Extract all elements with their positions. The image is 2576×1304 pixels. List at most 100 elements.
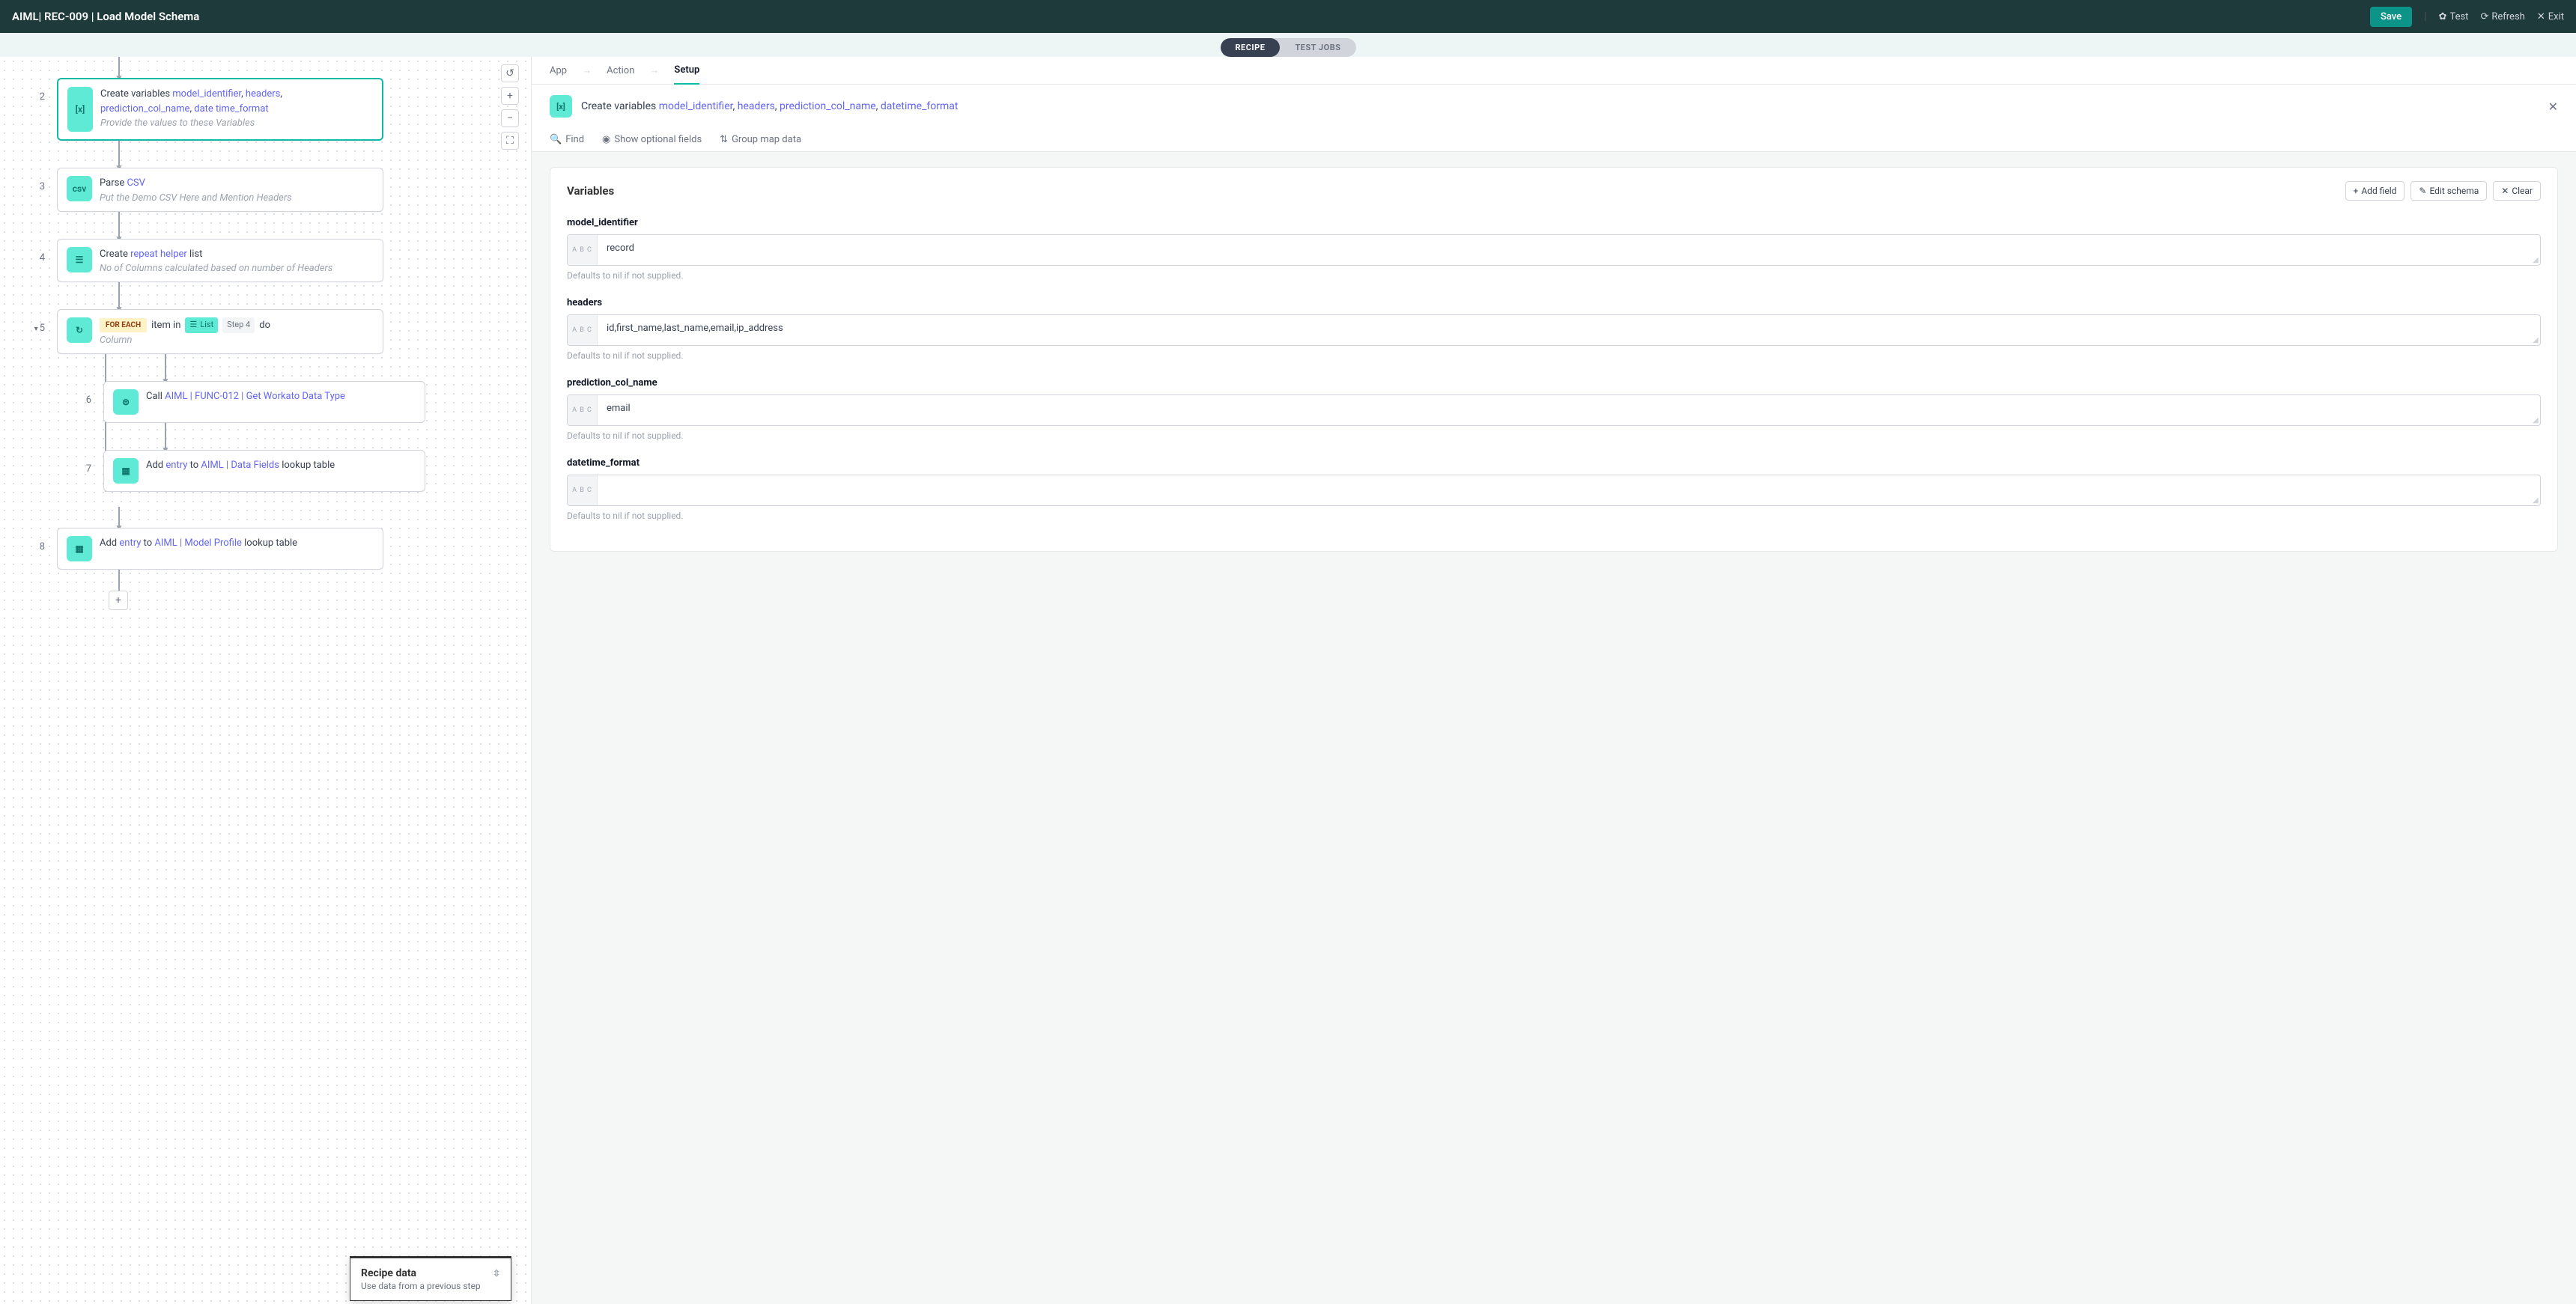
field-hint: Defaults to nil if not supplied. [567, 350, 2541, 361]
csv-icon: csv [67, 176, 92, 201]
search-icon: 🔍 [550, 134, 562, 145]
step-number: 6 [76, 381, 91, 406]
plus-icon: + [2354, 186, 2359, 196]
expand-icon[interactable]: ⇳ [493, 1268, 500, 1279]
step-row-6: 6 ⊜ Call AIML | FUNC-012 | Get Workato D… [76, 381, 501, 423]
breadcrumb-action[interactable]: Action [607, 65, 634, 76]
field-input-wrap: A B C email ◢ [567, 394, 2541, 426]
group-map-button[interactable]: ⇅ Group map data [720, 134, 801, 145]
field-input-wrap: A B C record ◢ [567, 234, 2541, 266]
field-hint: Defaults to nil if not supplied. [567, 430, 2541, 441]
step-card-4[interactable]: ☰ Create repeat helper list No of Column… [57, 239, 383, 283]
field-input[interactable]: record [598, 235, 2540, 265]
summary-text: Create variables model_identifier, heade… [581, 100, 958, 112]
step-ref: Step 4 [222, 317, 255, 333]
step-card-2[interactable]: [x] Create variables model_identifier, h… [57, 78, 383, 141]
step-row-2: 2 [x] Create variables model_identifier,… [30, 78, 501, 141]
type-badge: A B C [568, 315, 598, 345]
page-title: AIML| REC-009 | Load Model Schema [12, 10, 199, 23]
recipe-canvas-panel: ↺ + − ⛶ ▼ 2 [x] Create variables model_i… [0, 57, 531, 1304]
zoom-out-button[interactable]: − [501, 109, 519, 127]
exit-button[interactable]: ✕ Exit [2537, 11, 2564, 22]
pencil-icon: ✎ [2419, 186, 2426, 196]
main-split: ↺ + − ⛶ ▼ 2 [x] Create variables model_i… [0, 57, 2576, 1304]
field-model-identifier: model_identifier A B C record ◢ Defaults… [567, 217, 2541, 281]
step-card-3[interactable]: csv Parse CSV Put the Demo CSV Here and … [57, 168, 383, 212]
clear-button[interactable]: ✕Clear [2493, 181, 2541, 201]
step-row-8: 8 ▦ Add entry to AIML | Model Profile lo… [30, 528, 501, 570]
tab-testjobs[interactable]: TEST JOBS [1280, 38, 1355, 57]
breadcrumb-app[interactable]: App [550, 65, 567, 76]
tab-recipe[interactable]: RECIPE [1221, 38, 1281, 57]
chevron-right-icon: → [649, 64, 659, 76]
breadcrumb: App → Action → Setup [532, 57, 2576, 85]
add-field-button[interactable]: +Add field [2345, 181, 2405, 201]
collapse-icon[interactable]: ▾ [34, 325, 38, 333]
recipe-data-card[interactable]: Recipe data ⇳ Use data from a previous s… [350, 1256, 511, 1301]
breadcrumb-setup[interactable]: Setup [674, 64, 699, 85]
refresh-button[interactable]: ⟳ Refresh [2480, 11, 2524, 22]
show-optional-button[interactable]: ◉ Show optional fields [602, 134, 702, 145]
field-prediction-col-name: prediction_col_name A B C email ◢ Defaul… [567, 377, 2541, 441]
tab-pill: RECIPE TEST JOBS [1221, 38, 1356, 57]
canvas-controls: ↺ + − ⛶ [501, 64, 519, 150]
field-datetime-format: datetime_format A B C ◢ Defaults to nil … [567, 457, 2541, 521]
step-number: 3 [30, 168, 45, 192]
refresh-label: Refresh [2491, 11, 2524, 22]
field-input[interactable]: email [598, 395, 2540, 425]
step-row-5: ▾5 ↻ FOR EACH item in ☰List Step 4 do Co… [30, 309, 501, 354]
close-panel-button[interactable]: ✕ [2548, 100, 2558, 114]
gear-icon: ✿ [2439, 11, 2447, 22]
variables-icon: [x] [67, 87, 93, 132]
step-subtitle: No of Columns calculated based on number… [100, 263, 374, 274]
top-actions: Save | ✿ Test ⟳ Refresh ✕ Exit [2370, 7, 2564, 27]
top-bar: AIML| REC-009 | Load Model Schema Save |… [0, 0, 2576, 33]
step-number: 7 [76, 450, 91, 475]
type-badge: A B C [568, 395, 598, 425]
loop-icon: ↻ [67, 317, 92, 343]
field-input[interactable] [598, 475, 2540, 505]
field-hint: Defaults to nil if not supplied. [567, 270, 2541, 281]
field-input-wrap: A B C ◢ [567, 475, 2541, 506]
edit-schema-button[interactable]: ✎Edit schema [2411, 181, 2487, 201]
step-title: Create repeat helper list [100, 247, 374, 262]
step-title: Create variables model_identifier, heade… [100, 87, 373, 116]
step-card-8[interactable]: ▦ Add entry to AIML | Model Profile look… [57, 528, 383, 570]
step-title: Add entry to AIML | Model Profile lookup… [100, 536, 374, 551]
function-icon: ⊜ [113, 389, 139, 415]
test-button[interactable]: ✿ Test [2439, 11, 2469, 22]
step-card-5[interactable]: ↻ FOR EACH item in ☰List Step 4 do Colum… [57, 309, 383, 354]
zoom-in-button[interactable]: + [501, 87, 519, 105]
step-card-7[interactable]: ▦ Add entry to AIML | Data Fields lookup… [103, 450, 425, 492]
summary-row: [x] Create variables model_identifier, h… [532, 85, 2576, 128]
step-number: 2 [30, 78, 45, 103]
connector [118, 570, 120, 591]
toolbar: 🔍 Find ◉ Show optional fields ⇅ Group ma… [532, 128, 2576, 152]
step-subtitle: Column [100, 335, 374, 346]
recipe-data-sub: Use data from a previous step [361, 1281, 500, 1291]
step-title: Parse CSV [100, 176, 374, 191]
add-step-button[interactable]: + [109, 591, 128, 610]
fit-button[interactable]: ⛶ [501, 132, 519, 150]
step-row-4: 4 ☰ Create repeat helper list No of Colu… [30, 239, 501, 283]
list-icon: ☰ [67, 247, 92, 272]
step-card-6[interactable]: ⊜ Call AIML | FUNC-012 | Get Workato Dat… [103, 381, 425, 423]
map-icon: ⇅ [720, 134, 728, 145]
step-number: 8 [30, 528, 45, 552]
variables-header: Variables +Add field ✎Edit schema ✕Clear [567, 181, 2541, 201]
recipe-canvas: ▼ 2 [x] Create variables model_identifie… [0, 57, 531, 610]
find-button[interactable]: 🔍 Find [550, 134, 584, 145]
field-hint: Defaults to nil if not supplied. [567, 511, 2541, 521]
field-input[interactable]: id,first_name,last_name,email,ip_address [598, 315, 2540, 345]
field-label: datetime_format [567, 457, 2541, 469]
step-row-7: 7 ▦ Add entry to AIML | Data Fields look… [76, 450, 501, 492]
divider: | [2424, 10, 2426, 22]
undo-button[interactable]: ↺ [501, 64, 519, 82]
save-button[interactable]: Save [2370, 7, 2412, 27]
table-icon: ▦ [67, 536, 92, 561]
type-badge: A B C [568, 235, 598, 265]
list-pill: ☰List [185, 317, 218, 333]
tab-row: RECIPE TEST JOBS [0, 33, 2576, 57]
type-badge: A B C [568, 475, 598, 505]
config-panel: App → Action → Setup [x] Create variable… [531, 57, 2576, 1304]
